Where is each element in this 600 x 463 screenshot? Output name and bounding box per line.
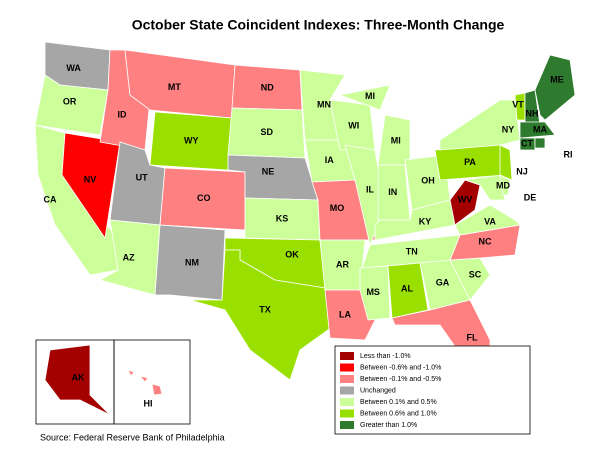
- legend-box: [334, 345, 531, 435]
- legend-label: Greater than 1.0%: [360, 422, 417, 429]
- state-shape: [519, 121, 556, 139]
- state-label: MD: [496, 180, 510, 190]
- state-label: GA: [436, 278, 450, 288]
- state-label: MO: [330, 203, 345, 213]
- legend-swatch: [340, 352, 354, 360]
- state-label: RI: [564, 149, 573, 159]
- state-shape: [454, 204, 521, 236]
- state-label: SC: [469, 269, 482, 279]
- legend-swatch: [340, 363, 354, 372]
- state-label: IA: [325, 155, 335, 165]
- state-label: NC: [479, 236, 492, 246]
- state-label: TX: [259, 304, 271, 314]
- state-label: AR: [336, 259, 349, 269]
- state-shape: [124, 49, 236, 119]
- state-label: UT: [136, 173, 148, 183]
- legend-label: Less than -1.0%: [360, 353, 411, 360]
- state-label: NY: [502, 124, 515, 134]
- state-shape: [154, 224, 226, 301]
- legend-swatch: [340, 421, 354, 429]
- state-label: DE: [524, 192, 537, 202]
- state-shape: [499, 174, 511, 196]
- state-label: MS: [366, 287, 380, 297]
- state-label: CT: [521, 138, 533, 148]
- legend-label: Between -0.1% and -0.5%: [360, 376, 441, 383]
- state-label: KY: [419, 216, 432, 226]
- state-label: OR: [63, 96, 77, 106]
- state-label: IL: [366, 184, 375, 194]
- state-shape: [374, 199, 456, 241]
- legend-swatch: [340, 375, 354, 383]
- hawaii-inset: [113, 339, 191, 425]
- state-shape: [534, 54, 576, 121]
- state-label: ME: [550, 74, 564, 84]
- state-shape: [189, 249, 336, 381]
- state-shape: [324, 289, 376, 341]
- state-label: KS: [276, 213, 289, 223]
- state-label: AL: [401, 284, 413, 294]
- state-label: WY: [184, 136, 199, 146]
- state-shape: [151, 383, 163, 396]
- state-label: FL: [467, 332, 478, 342]
- state-shape: [127, 369, 135, 377]
- state-label: MI: [365, 91, 375, 101]
- state-label: AZ: [123, 252, 135, 262]
- state-shape: [98, 219, 161, 296]
- state-shape: [519, 137, 536, 151]
- state-shape: [534, 137, 546, 149]
- legend-swatch: [340, 398, 354, 406]
- legend-label: Between 0.1% and 0.5%: [360, 399, 437, 406]
- state-shape: [387, 262, 429, 319]
- legend-swatch: [340, 386, 354, 395]
- state-label: VT: [512, 99, 524, 109]
- state-shape: [499, 144, 513, 181]
- state-label: WI: [348, 121, 359, 131]
- state-shape: [359, 265, 391, 321]
- state-label: CA: [44, 194, 57, 204]
- state-shape: [44, 344, 111, 416]
- state-label: WA: [66, 63, 81, 73]
- state-label: VA: [484, 216, 496, 226]
- state-label: OK: [285, 249, 299, 259]
- state-label: NE: [262, 166, 275, 176]
- legend-label: Unchanged: [360, 387, 396, 394]
- state-label: NV: [84, 174, 97, 184]
- state-label: LA: [339, 309, 351, 319]
- state-label: WV: [458, 194, 473, 204]
- state-label: OH: [421, 176, 435, 186]
- state-label: SD: [260, 127, 273, 137]
- state-shape: [338, 84, 391, 111]
- state-label: HI: [144, 398, 153, 408]
- state-label: MA: [533, 124, 547, 134]
- state-label: MT: [168, 82, 181, 92]
- state-label: TN: [406, 246, 418, 256]
- state-label: NJ: [516, 166, 528, 176]
- legend-label: Between -0.6% and -1.0%: [360, 364, 441, 371]
- map-title: October State Coincident Indexes: Three-…: [132, 17, 505, 33]
- legend-label: Between 0.6% and 1.0%: [360, 410, 437, 417]
- state-label: ND: [261, 83, 274, 93]
- state-shape: [449, 179, 481, 226]
- source-note: Source: Federal Reserve Bank of Philadel…: [40, 432, 225, 442]
- state-label: ID: [118, 109, 128, 119]
- legend-swatch: [340, 409, 354, 418]
- state-label: CO: [197, 193, 211, 203]
- state-label: MN: [317, 99, 331, 109]
- state-label: NM: [185, 257, 199, 267]
- state-label: MI: [391, 136, 401, 146]
- state-label: PA: [464, 157, 476, 167]
- state-label: AK: [72, 372, 85, 382]
- state-label: NH: [526, 108, 539, 118]
- state-shape: [34, 74, 109, 136]
- state-shape: [138, 375, 149, 383]
- state-label: IN: [388, 187, 397, 197]
